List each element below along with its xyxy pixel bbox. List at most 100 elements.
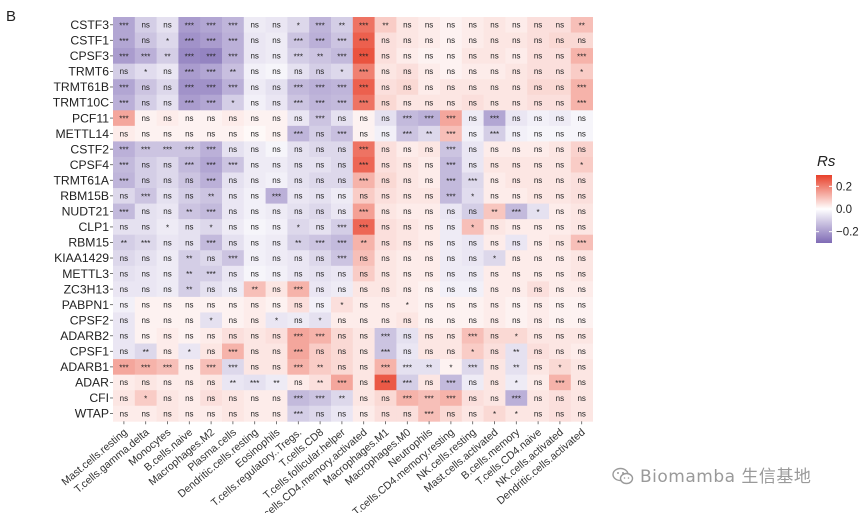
heatmap-cell [527, 141, 550, 158]
significance-label: ns [425, 300, 433, 309]
significance-label: ns [577, 129, 585, 138]
heatmap-cell [331, 265, 354, 282]
heatmap-cell [570, 63, 593, 80]
heatmap-cell [374, 188, 397, 204]
significance-label: ns [250, 98, 258, 107]
heatmap-cell [134, 390, 157, 407]
heatmap-cell [418, 343, 441, 360]
significance-label: ns [534, 192, 542, 201]
significance-label: * [144, 394, 147, 403]
heatmap-cell [352, 203, 375, 220]
heatmap-cell [156, 110, 179, 127]
significance-label: ** [186, 208, 192, 217]
significance-label: *** [424, 394, 433, 403]
row-label: RBM15B [60, 189, 109, 203]
heatmap-cell [156, 48, 179, 65]
heatmap-cell [570, 110, 593, 127]
column-labels: Mast.cells.restingT.cells.gamma.deltaMon… [59, 421, 588, 513]
heatmap-cell [527, 219, 550, 236]
heatmap-cell [309, 265, 332, 282]
heatmap-cell [222, 203, 245, 220]
heatmap-cell [113, 141, 136, 158]
heatmap-cell [134, 110, 157, 127]
heatmap-cell [352, 63, 375, 80]
significance-label: * [297, 21, 300, 30]
significance-label: * [515, 410, 518, 419]
heatmap-cell [527, 17, 550, 33]
heatmap-cell [178, 250, 201, 267]
significance-label: * [515, 379, 518, 388]
significance-label: ns [359, 316, 367, 325]
heatmap-cell [178, 125, 201, 142]
significance-label: ns [534, 285, 542, 294]
significance-label: ns [468, 316, 476, 325]
heatmap-cell [309, 110, 332, 127]
significance-label: ns [403, 316, 411, 325]
heatmap-cell [331, 281, 354, 298]
heatmap-cell [483, 312, 506, 329]
significance-label: ns [425, 161, 433, 170]
significance-label: ns [163, 67, 171, 76]
heatmap-cell [396, 405, 419, 422]
significance-label: *** [228, 52, 237, 61]
significance-label: ns [556, 238, 564, 247]
significance-label: ** [317, 363, 323, 372]
heatmap-cell [396, 234, 419, 251]
significance-label: ** [317, 379, 323, 388]
significance-label: *** [577, 99, 586, 108]
heatmap-cell [505, 172, 528, 189]
row-label: TRMT6 [68, 65, 109, 79]
significance-label: ns [556, 21, 564, 30]
heatmap-cell [156, 328, 179, 344]
heatmap-cell [461, 156, 484, 173]
significance-label: ns [468, 98, 476, 107]
significance-label: ns [294, 67, 302, 76]
heatmap-cell [527, 125, 550, 142]
heatmap-cell [352, 48, 375, 65]
heatmap-cell [287, 188, 310, 204]
heatmap-cell [156, 63, 179, 80]
significance-label: *** [206, 239, 215, 248]
heatmap-cell [265, 188, 288, 204]
heatmap-cell [331, 328, 354, 344]
significance-label: *** [403, 394, 412, 403]
heatmap-cell [222, 94, 245, 111]
significance-label: ns [185, 409, 193, 418]
heatmap-cell [156, 281, 179, 298]
heatmap-cell [113, 94, 136, 111]
heatmap-cell [440, 125, 463, 142]
heatmap-cell [309, 219, 332, 236]
heatmap-cell [461, 374, 484, 391]
heatmap-cell [461, 250, 484, 267]
heatmap-cell [134, 250, 157, 267]
heatmap-cell [309, 32, 332, 49]
heatmap-cell [309, 156, 332, 173]
significance-label: *** [446, 379, 455, 388]
heatmap-cell [113, 32, 136, 49]
heatmap-cell [461, 328, 484, 344]
row-label: CSTF2 [70, 142, 109, 156]
significance-label: *** [119, 146, 128, 155]
heatmap-cell [200, 219, 223, 236]
significance-label: *** [185, 68, 194, 77]
heatmap-cell [440, 359, 463, 376]
heatmap-cell [483, 296, 506, 313]
significance-label: ns [403, 332, 411, 341]
significance-label: ns [120, 378, 128, 387]
heatmap-cell [461, 390, 484, 407]
heatmap-cell [352, 250, 375, 267]
heatmap-cell [483, 374, 506, 391]
significance-label: *** [228, 83, 237, 92]
heatmap-cell [287, 312, 310, 329]
heatmap-cell [440, 390, 463, 407]
heatmap-cell [374, 359, 397, 376]
significance-label: ns [556, 36, 564, 45]
significance-label: ns [425, 207, 433, 216]
significance-label: ns [316, 176, 324, 185]
significance-label: ns [272, 363, 280, 372]
significance-label: *** [359, 208, 368, 217]
heatmap-cell [156, 343, 179, 360]
significance-label: ns [120, 300, 128, 309]
heatmap-cell [570, 125, 593, 142]
heatmap-cell [505, 343, 528, 360]
